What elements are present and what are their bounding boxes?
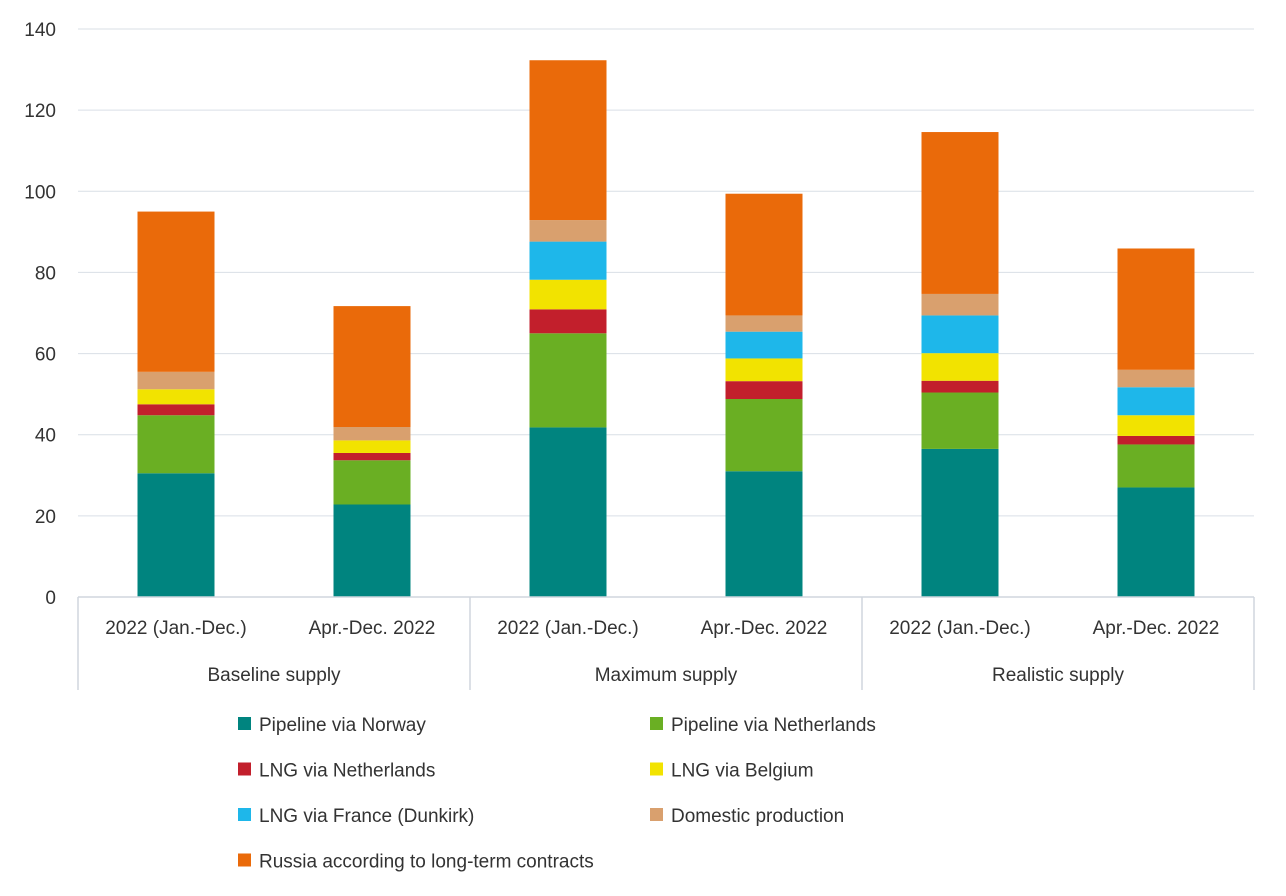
bar-segment (137, 371, 215, 390)
legend-label: Domestic production (671, 806, 844, 827)
bar-segment (725, 358, 803, 382)
bar-segment (725, 471, 803, 597)
bar-segment (529, 220, 607, 242)
bar-segment (725, 331, 803, 359)
legend-label: Pipeline via Norway (259, 715, 426, 736)
y-tick-label: 40 (35, 426, 56, 447)
bar-segment (921, 392, 999, 449)
x-category-label: Apr.-Dec. 2022 (701, 618, 828, 639)
legend-swatch (238, 762, 251, 776)
legend-swatch (650, 717, 663, 730)
legend-label: Pipeline via Netherlands (671, 715, 876, 736)
bar-segment (137, 211, 215, 372)
legend-swatch (238, 853, 251, 867)
y-tick-label: 120 (24, 101, 56, 122)
bar-segment (529, 333, 607, 428)
x-group-label: Maximum supply (595, 665, 738, 686)
x-category-label: Apr.-Dec. 2022 (309, 618, 436, 639)
legend-swatch (238, 717, 251, 730)
bar-segment (921, 380, 999, 393)
legend-label: Russia according to long-term contracts (259, 852, 594, 873)
bar-segment (1117, 387, 1195, 416)
bar-segment (921, 353, 999, 381)
bar-segment (137, 473, 215, 597)
bar-segment (921, 448, 999, 597)
x-category-label: Apr.-Dec. 2022 (1093, 618, 1220, 639)
legend-swatch (238, 808, 251, 821)
bar-segment (1117, 487, 1195, 597)
bar-segment (1117, 415, 1195, 436)
bar-segment (1117, 435, 1195, 445)
legend: Pipeline via Norway Pipeline via Netherla… (238, 715, 876, 873)
bar-segment (333, 504, 411, 597)
bar-segment (921, 315, 999, 354)
y-tick-label: 80 (35, 263, 56, 284)
bar-segment (529, 60, 607, 221)
legend-label: LNG via Belgium (671, 761, 814, 782)
bar-segment (1117, 444, 1195, 488)
bar-segment (529, 309, 607, 334)
bars (137, 60, 1195, 597)
bar-segment (921, 293, 999, 316)
x-group-label: Baseline supply (207, 665, 341, 686)
bar-segment (333, 452, 411, 461)
y-tick-label: 140 (24, 20, 56, 41)
bar-segment (529, 279, 607, 310)
bar-segment (921, 132, 999, 294)
legend-swatch (650, 808, 663, 821)
bar-segment (1117, 248, 1195, 370)
gridlines (78, 28, 1254, 517)
bar-segment (333, 427, 411, 441)
bar-segment (529, 241, 607, 280)
bar-segment (137, 389, 215, 405)
bar-segment (1117, 369, 1195, 388)
x-category-label: 2022 (Jan.-Dec.) (497, 618, 639, 639)
legend-label: LNG via Netherlands (259, 761, 435, 782)
y-tick-label: 20 (35, 507, 56, 528)
y-tick-label: 100 (24, 182, 56, 203)
bar-segment (333, 460, 411, 505)
bar-segment (137, 404, 215, 416)
axes: 0 20 40 60 80 100 120 140 2022 (Jan.-Dec.) Apr.-D… (24, 20, 1255, 690)
bar-segment (333, 440, 411, 453)
bar-segment (725, 381, 803, 400)
y-tick-label: 0 (45, 588, 56, 609)
legend-label: LNG via France (Dunkirk) (259, 806, 474, 827)
y-tick-label: 60 (35, 345, 56, 366)
bar-segment (725, 193, 803, 316)
bar-segment (725, 399, 803, 472)
bar-segment (137, 415, 215, 474)
x-group-label: Realistic supply (992, 665, 1124, 686)
bar-segment (725, 315, 803, 332)
bar-segment (333, 306, 411, 428)
legend-swatch (650, 762, 663, 776)
x-category-label: 2022 (Jan.-Dec.) (105, 618, 247, 639)
x-category-label: 2022 (Jan.-Dec.) (889, 618, 1031, 639)
bar-segment (529, 427, 607, 597)
